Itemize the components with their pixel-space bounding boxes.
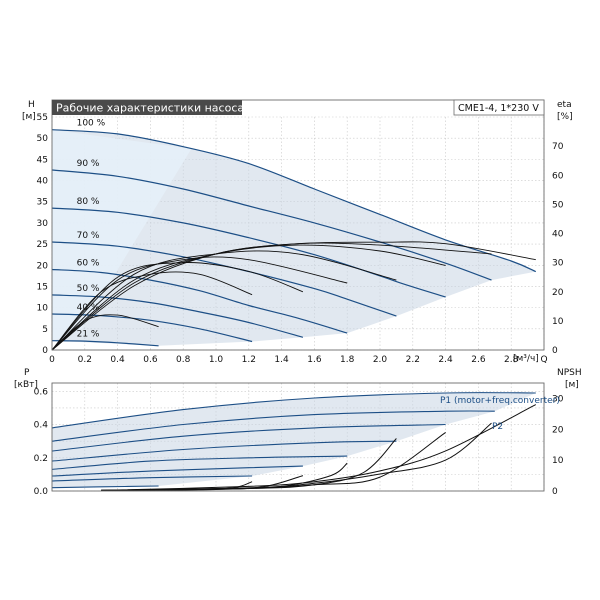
x-tick-label: 2.4 bbox=[438, 355, 453, 365]
power-curve bbox=[51, 392, 536, 429]
y-tick-label-npsh: 20 bbox=[552, 425, 564, 435]
y-axis-label-eta: eta bbox=[557, 100, 572, 110]
speed-label: 50 % bbox=[77, 284, 100, 294]
x-axis-unit-q: [м³/ч] bbox=[513, 354, 539, 364]
y-tick-label-eta: 40 bbox=[552, 230, 564, 240]
y-tick-label-power: 0.0 bbox=[34, 487, 49, 497]
legend-p2: P2 bbox=[492, 422, 503, 432]
chart-title: Рабочие характеристики насоса bbox=[56, 102, 244, 115]
x-tick-label: 0.6 bbox=[143, 355, 158, 365]
y-tick-label-head: 50 bbox=[37, 134, 49, 144]
power-curve bbox=[51, 455, 348, 470]
top-panel-frame bbox=[51, 99, 545, 351]
y-axis-unit-h: [м] bbox=[22, 112, 36, 122]
y-tick-label-eta: 50 bbox=[552, 200, 564, 210]
y-axis-label-npsh: NPSH bbox=[557, 368, 582, 378]
y-tick-label-head: 30 bbox=[37, 219, 49, 229]
speed-label: 100 % bbox=[77, 119, 106, 129]
power-curve bbox=[51, 465, 303, 477]
head-curve bbox=[51, 207, 446, 298]
bottom-panel-frame bbox=[51, 382, 545, 492]
x-tick-label: 1.0 bbox=[209, 355, 224, 365]
x-tick-label: 0.4 bbox=[110, 355, 125, 365]
x-tick-label: 0.2 bbox=[78, 355, 92, 365]
x-tick-label: 2.6 bbox=[471, 355, 486, 365]
x-tick-label: 0.8 bbox=[176, 355, 191, 365]
legend-p1: P1 (motor+freq.converter) bbox=[440, 396, 560, 406]
y-tick-label-head: 40 bbox=[37, 177, 49, 187]
y-axis-unit-npsh: [м] bbox=[565, 380, 579, 390]
y-tick-label-head: 20 bbox=[37, 261, 49, 271]
x-tick-label: 2.8 bbox=[504, 355, 519, 365]
power-curve bbox=[51, 485, 159, 489]
x-tick-label: 2.0 bbox=[373, 355, 388, 365]
y-tick-label-power: 0.4 bbox=[34, 421, 49, 431]
efficiency-curve bbox=[51, 256, 348, 351]
y-tick-label-head: 35 bbox=[37, 198, 48, 208]
y-tick-label-power: 0.2 bbox=[34, 454, 48, 464]
y-tick-label-npsh: 0 bbox=[552, 487, 558, 497]
y-tick-label-eta: 30 bbox=[552, 259, 564, 269]
y-tick-label-head: 5 bbox=[42, 325, 48, 335]
y-tick-label-power: 0.6 bbox=[34, 387, 49, 397]
speed-label: 70 % bbox=[77, 231, 100, 241]
head-curve bbox=[51, 313, 253, 343]
efficiency-curve bbox=[51, 244, 446, 351]
y-tick-label-eta: 70 bbox=[552, 142, 564, 152]
power-curve bbox=[51, 475, 253, 482]
operating-region bbox=[52, 129, 536, 346]
efficiency-curve bbox=[51, 262, 304, 351]
model-label-box bbox=[453, 99, 545, 116]
efficiency-curve bbox=[51, 250, 397, 351]
y-tick-label-npsh: 30 bbox=[552, 394, 564, 404]
head-curve bbox=[51, 169, 492, 281]
low-flow-region bbox=[52, 129, 192, 342]
y-tick-label-head: 10 bbox=[37, 304, 49, 314]
npsh-curve bbox=[101, 404, 537, 491]
y-tick-label-head: 55 bbox=[37, 113, 48, 123]
title-background bbox=[52, 100, 242, 115]
head-flow-panel: 100 %90 %80 %70 %60 %50 %40 %21 %0 0.2 0.4… bbox=[37, 99, 564, 365]
power-curve bbox=[51, 410, 495, 442]
y-tick-label-head: 0 bbox=[42, 346, 48, 356]
y-axis-unit-p: [кВт] bbox=[14, 380, 38, 390]
speed-label: 80 % bbox=[77, 197, 100, 207]
x-tick-label: 0 bbox=[49, 355, 55, 365]
power-curve bbox=[51, 440, 397, 462]
head-curve bbox=[51, 294, 304, 338]
x-tick-label: 1.4 bbox=[274, 355, 289, 365]
y-tick-label-head: 25 bbox=[37, 240, 48, 250]
y-tick-label-head: 15 bbox=[37, 282, 48, 292]
y-axis-label-p: P bbox=[24, 368, 30, 378]
y-axis-unit-eta: [%] bbox=[557, 112, 573, 122]
x-tick-label: 1.8 bbox=[340, 355, 355, 365]
y-tick-label-eta: 60 bbox=[552, 171, 564, 181]
power-curve bbox=[51, 423, 446, 452]
x-tick-label: 2.2 bbox=[406, 355, 420, 365]
x-tick-label: 1.2 bbox=[242, 355, 256, 365]
y-axis-label-h: H bbox=[28, 100, 35, 110]
model-label: CME1-4, 1*230 V bbox=[458, 103, 539, 114]
power-npsh-panel: 0.0 0.2 0.4 0.6 0 10 20 30 bbox=[34, 382, 564, 497]
speed-label: 60 % bbox=[77, 259, 100, 269]
efficiency-curve bbox=[51, 314, 159, 351]
chart-labels: Рабочие характеристики насоса CME1-4, 1*… bbox=[14, 99, 582, 432]
speed-label: 90 % bbox=[77, 159, 100, 169]
y-tick-label-npsh: 10 bbox=[552, 456, 564, 466]
y-tick-label-eta: 20 bbox=[552, 288, 564, 298]
x-tick-label: 1.6 bbox=[307, 355, 322, 365]
head-curve bbox=[51, 268, 348, 334]
speed-label: 21 % bbox=[77, 330, 100, 340]
y-tick-label-eta: 0 bbox=[552, 346, 558, 356]
y-tick-label-head: 45 bbox=[37, 155, 48, 165]
npsh-curve bbox=[101, 481, 253, 491]
efficiency-curve bbox=[51, 271, 253, 351]
x-tick-label: Q bbox=[540, 355, 547, 365]
head-curve bbox=[51, 340, 159, 347]
efficiency-curve bbox=[51, 242, 492, 351]
y-tick-label-eta: 10 bbox=[552, 317, 564, 327]
power-region bbox=[52, 392, 536, 488]
